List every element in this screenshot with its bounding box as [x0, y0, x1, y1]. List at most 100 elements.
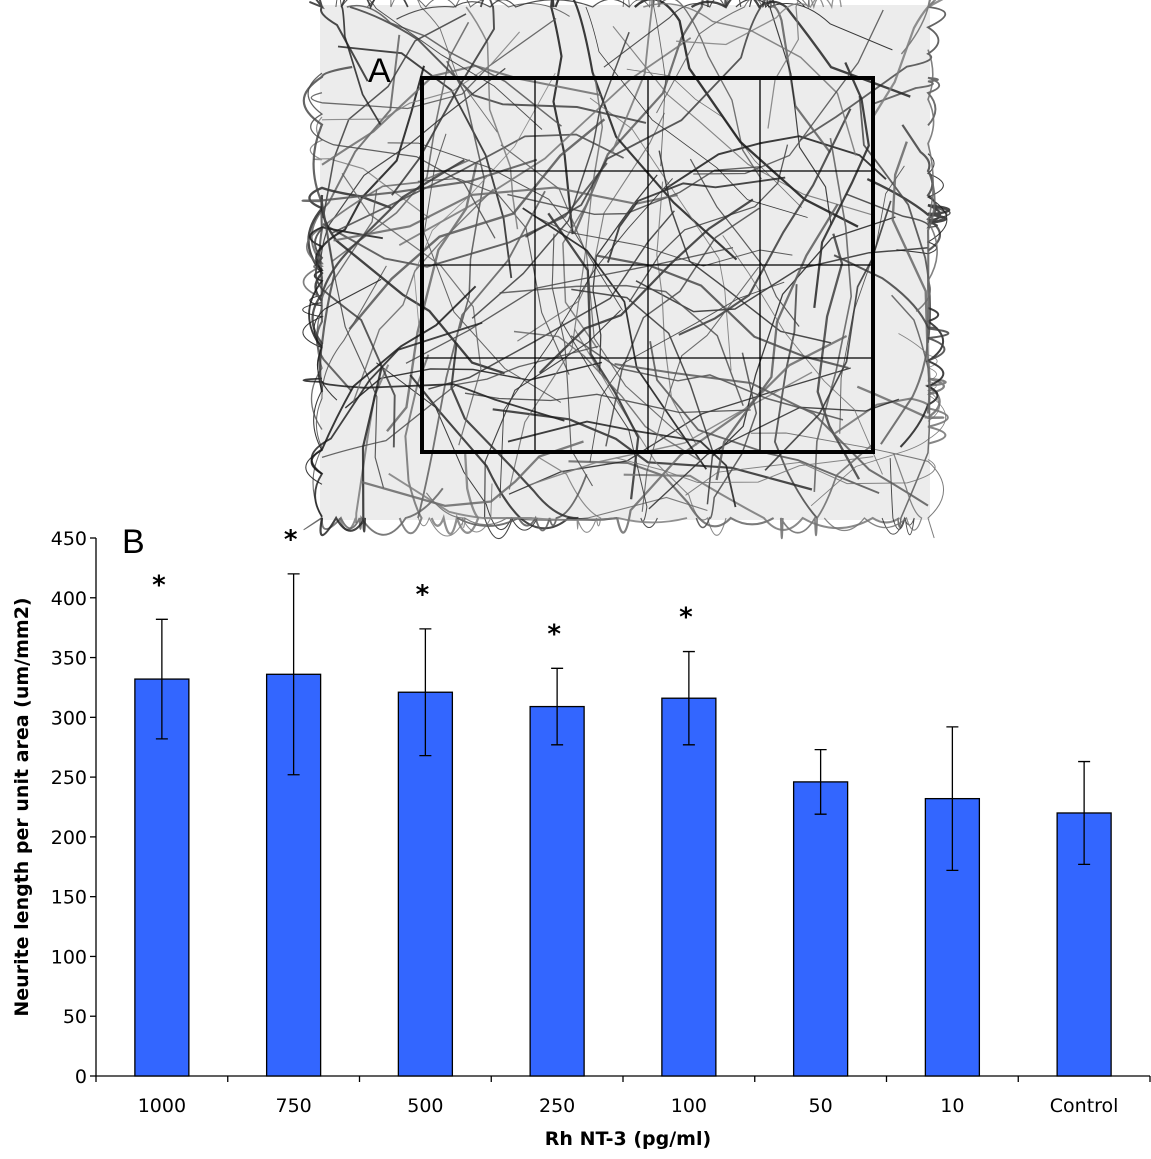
error-bar	[287, 573, 300, 776]
fiber	[388, 472, 688, 524]
y-axis-title: Neurite length per unit area (um/mm2)	[11, 597, 33, 1016]
fiber	[321, 31, 521, 121]
fiber	[456, 473, 588, 532]
fiber	[813, 137, 853, 492]
fiber	[880, 169, 936, 445]
fiber	[735, 0, 832, 226]
fiber	[352, 188, 494, 404]
fiber	[816, 233, 861, 480]
fiber	[366, 0, 570, 17]
fiber	[628, 144, 789, 303]
fiber	[693, 9, 884, 175]
y-tick-label: 350	[51, 648, 87, 670]
fiber	[658, 150, 832, 344]
fiber	[573, 328, 727, 536]
fiber	[635, 246, 929, 313]
fiber	[685, 459, 936, 496]
fiber	[773, 284, 818, 519]
fiber	[346, 4, 562, 127]
y-tick-label: 150	[51, 887, 87, 909]
micrograph	[301, 0, 951, 540]
fiber	[622, 0, 666, 167]
bar	[529, 705, 585, 1077]
error-bar	[551, 667, 564, 746]
y-tick-label: 50	[63, 1006, 87, 1028]
fiber	[464, 392, 751, 414]
error-bar	[682, 650, 695, 746]
fiber	[779, 443, 874, 540]
fiber	[663, 135, 887, 191]
error-bar	[419, 628, 432, 757]
fiber	[547, 212, 640, 500]
panel-label: B	[122, 523, 145, 561]
fiber	[328, 244, 385, 489]
fiber	[522, 207, 708, 470]
fiber	[331, 21, 470, 263]
fiber	[508, 184, 594, 490]
fiber	[390, 0, 498, 133]
fiber	[537, 456, 602, 533]
fiber	[649, 341, 880, 494]
fiber	[314, 227, 396, 448]
y-tick-label: 0	[75, 1066, 87, 1088]
fiber	[417, 190, 546, 519]
fiber	[615, 456, 874, 484]
y-tick-label: 450	[51, 528, 87, 550]
fiber	[592, 174, 658, 374]
fiber	[405, 246, 734, 364]
fiber	[616, 335, 848, 534]
fiber	[678, 108, 852, 336]
fiber	[361, 440, 584, 508]
fiber	[321, 345, 599, 459]
fiber	[507, 420, 737, 508]
fiber	[307, 186, 392, 302]
fiber	[799, 6, 947, 141]
fiber	[845, 193, 951, 229]
significance-marker: *	[679, 603, 693, 633]
fiber	[348, 118, 606, 330]
fiber	[612, 25, 875, 216]
fiber	[585, 6, 808, 218]
significance-marker: *	[416, 580, 430, 610]
fiber	[337, 45, 513, 279]
fiber	[398, 37, 692, 246]
fiber	[881, 458, 915, 536]
fiber	[605, 207, 760, 447]
fiber	[833, 254, 950, 362]
fiber	[899, 307, 945, 448]
fiber	[391, 0, 495, 196]
fiber	[589, 97, 732, 371]
fiber	[309, 0, 369, 82]
fiber	[562, 75, 604, 349]
fiber	[610, 0, 661, 154]
fiber	[656, 181, 698, 446]
fiber	[606, 176, 786, 263]
counting-grid	[420, 76, 875, 454]
x-axis-title: Rh NT-3 (pg/ml)	[545, 1128, 711, 1150]
fiber	[310, 285, 477, 475]
fiber	[891, 294, 931, 528]
error-bar	[1078, 760, 1091, 866]
fiber	[891, 141, 931, 414]
fiber	[500, 144, 689, 444]
fiber	[554, 0, 738, 261]
y-tick-label: 200	[51, 827, 87, 849]
y-tick-label: 400	[51, 588, 87, 610]
fiber	[417, 483, 493, 537]
x-tick-label: 1000	[138, 1095, 186, 1117]
error-bar	[155, 618, 168, 740]
x-tick-label: 500	[407, 1095, 443, 1117]
bar	[134, 678, 190, 1077]
y-tick-label: 300	[51, 707, 87, 729]
fiber	[871, 0, 944, 120]
fiber	[715, 203, 839, 481]
x-tick-label: 10	[940, 1095, 964, 1117]
fiber	[492, 408, 813, 491]
fiber	[641, 266, 760, 512]
fiber	[499, 178, 673, 499]
x-tick-label: 250	[539, 1095, 575, 1117]
fiber	[839, 165, 905, 434]
bar	[661, 697, 717, 1077]
fiber	[423, 133, 562, 403]
